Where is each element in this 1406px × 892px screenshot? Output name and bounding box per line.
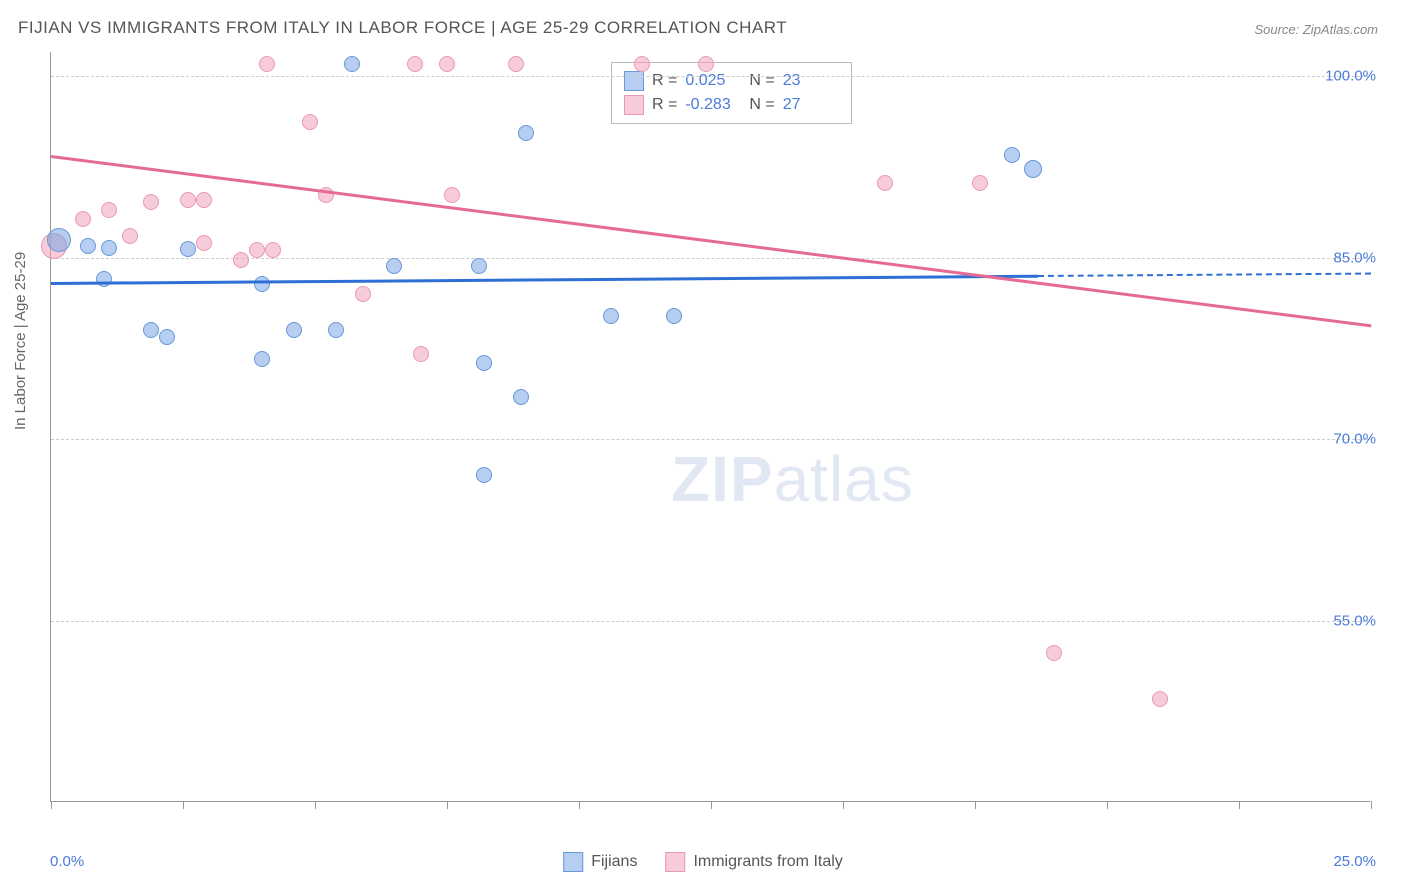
x-tick [1371, 801, 1372, 809]
x-tick [579, 801, 580, 809]
trend-line-fijians [51, 275, 1038, 285]
source-attribution: Source: ZipAtlas.com [1254, 22, 1378, 37]
scatter-point-italy [439, 56, 455, 72]
stat-r-label: R = [652, 69, 677, 93]
scatter-point-italy [259, 56, 275, 72]
trend-line-italy [51, 155, 1371, 327]
x-tick [51, 801, 52, 809]
gridline [51, 76, 1370, 77]
scatter-point-italy [355, 286, 371, 302]
stat-n-value: 27 [783, 93, 839, 117]
scatter-point-fijians [471, 258, 487, 274]
scatter-point-fijians [159, 329, 175, 345]
correlation-stats-box: R = 0.025 N = 23 R = -0.283 N = 27 [611, 62, 852, 124]
watermark: ZIPatlas [671, 442, 914, 516]
legend-item-fijians: Fijians [563, 852, 637, 872]
scatter-point-italy [407, 56, 423, 72]
stat-n-label: N = [749, 93, 774, 117]
scatter-point-italy [302, 114, 318, 130]
scatter-point-fijians [96, 271, 112, 287]
x-tick [1107, 801, 1108, 809]
scatter-point-italy [1152, 691, 1168, 707]
scatter-point-fijians [254, 276, 270, 292]
scatter-point-italy [444, 187, 460, 203]
x-tick [843, 801, 844, 809]
scatter-point-fijians [1024, 160, 1042, 178]
scatter-point-fijians [101, 240, 117, 256]
legend-label: Fijians [591, 853, 637, 871]
x-tick [183, 801, 184, 809]
scatter-point-italy [972, 175, 988, 191]
scatter-plot-area: ZIPatlas R = 0.025 N = 23 R = -0.283 N = 27 [50, 52, 1370, 802]
x-axis-min-label: 0.0% [50, 853, 84, 870]
scatter-point-italy [634, 56, 650, 72]
scatter-point-fijians [603, 308, 619, 324]
scatter-point-fijians [286, 322, 302, 338]
scatter-point-fijians [476, 355, 492, 371]
scatter-point-italy [265, 242, 281, 258]
stats-row-fijians: R = 0.025 N = 23 [624, 69, 839, 93]
scatter-point-fijians [518, 125, 534, 141]
scatter-point-italy [143, 194, 159, 210]
scatter-point-fijians [47, 228, 71, 252]
scatter-point-italy [413, 346, 429, 362]
gridline [51, 439, 1370, 440]
y-tick-label: 100.0% [1325, 68, 1376, 85]
legend-swatch-italy [624, 95, 644, 115]
gridline [51, 621, 1370, 622]
scatter-point-italy [249, 242, 265, 258]
x-tick [447, 801, 448, 809]
scatter-point-fijians [180, 241, 196, 257]
y-tick-label: 85.0% [1333, 249, 1376, 266]
trend-line-fijians-extrapolated [1038, 272, 1371, 276]
stat-n-value: 23 [783, 69, 839, 93]
legend-item-italy: Immigrants from Italy [665, 852, 842, 872]
watermark-rest: atlas [774, 443, 914, 515]
legend-swatch-fijians [624, 71, 644, 91]
scatter-point-fijians [328, 322, 344, 338]
scatter-point-fijians [80, 238, 96, 254]
x-tick [975, 801, 976, 809]
x-tick [315, 801, 316, 809]
scatter-point-fijians [1004, 147, 1020, 163]
scatter-point-fijians [513, 389, 529, 405]
legend-label: Immigrants from Italy [693, 853, 842, 871]
scatter-point-italy [75, 211, 91, 227]
x-tick [1239, 801, 1240, 809]
scatter-point-fijians [143, 322, 159, 338]
x-tick [711, 801, 712, 809]
scatter-point-italy [196, 192, 212, 208]
y-tick-label: 55.0% [1333, 612, 1376, 629]
y-axis-title: In Labor Force | Age 25-29 [12, 252, 29, 430]
scatter-point-italy [122, 228, 138, 244]
legend: Fijians Immigrants from Italy [563, 852, 843, 872]
scatter-point-fijians [344, 56, 360, 72]
stats-row-italy: R = -0.283 N = 27 [624, 93, 839, 117]
x-axis-max-label: 25.0% [1333, 853, 1376, 870]
y-tick-label: 70.0% [1333, 431, 1376, 448]
scatter-point-italy [196, 235, 212, 251]
watermark-bold: ZIP [671, 443, 774, 515]
legend-swatch-italy [665, 852, 685, 872]
scatter-point-fijians [476, 467, 492, 483]
scatter-point-fijians [386, 258, 402, 274]
legend-swatch-fijians [563, 852, 583, 872]
scatter-point-italy [1046, 645, 1062, 661]
scatter-point-italy [508, 56, 524, 72]
scatter-point-fijians [254, 351, 270, 367]
scatter-point-italy [698, 56, 714, 72]
stat-n-label: N = [749, 69, 774, 93]
scatter-point-italy [180, 192, 196, 208]
scatter-point-italy [877, 175, 893, 191]
chart-title: FIJIAN VS IMMIGRANTS FROM ITALY IN LABOR… [18, 18, 787, 38]
scatter-point-fijians [666, 308, 682, 324]
stat-r-value: -0.283 [685, 93, 741, 117]
scatter-point-italy [233, 252, 249, 268]
stat-r-value: 0.025 [685, 69, 741, 93]
scatter-point-italy [101, 202, 117, 218]
stat-r-label: R = [652, 93, 677, 117]
